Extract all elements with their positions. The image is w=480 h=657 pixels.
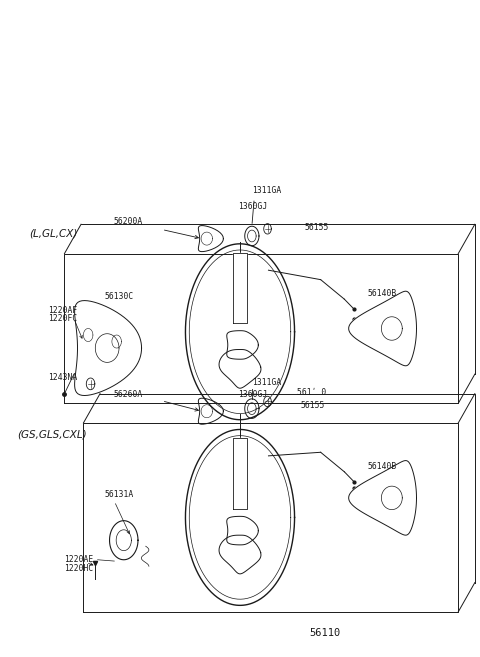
Text: 1360GJ: 1360GJ bbox=[238, 390, 267, 399]
Polygon shape bbox=[233, 438, 247, 509]
Polygon shape bbox=[348, 291, 417, 366]
Text: 56140B: 56140B bbox=[368, 462, 397, 471]
Text: (L,GL,CX): (L,GL,CX) bbox=[29, 229, 77, 238]
Text: 56140B: 56140B bbox=[368, 290, 397, 298]
Text: 1220AE: 1220AE bbox=[64, 555, 94, 564]
Polygon shape bbox=[348, 461, 417, 535]
Text: 1243NA: 1243NA bbox=[48, 373, 77, 382]
Text: 1311GA: 1311GA bbox=[252, 186, 281, 195]
Text: 56155: 56155 bbox=[304, 223, 328, 232]
Text: 56200A: 56200A bbox=[113, 217, 143, 226]
Text: 56110: 56110 bbox=[310, 628, 341, 638]
Text: 1360GJ: 1360GJ bbox=[238, 202, 267, 212]
Text: 56131A: 56131A bbox=[105, 490, 134, 499]
Text: 1220FC: 1220FC bbox=[48, 314, 77, 323]
Text: 56130C: 56130C bbox=[105, 292, 134, 301]
Text: 561ʹ 0: 561ʹ 0 bbox=[297, 388, 326, 397]
Text: 56260A: 56260A bbox=[113, 390, 143, 399]
Text: 1220HC: 1220HC bbox=[64, 564, 94, 573]
Text: (GS,GLS,CXL): (GS,GLS,CXL) bbox=[17, 429, 86, 440]
Text: 1311GA: 1311GA bbox=[252, 378, 281, 387]
Text: 56155: 56155 bbox=[301, 401, 325, 410]
Text: 1220AF: 1220AF bbox=[48, 306, 77, 315]
Polygon shape bbox=[233, 252, 247, 323]
